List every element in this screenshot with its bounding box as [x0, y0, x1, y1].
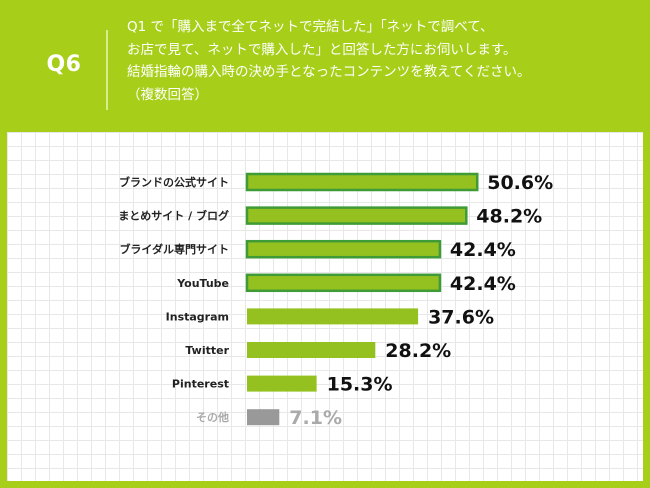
- bar: [247, 342, 376, 358]
- category-label: Pinterest: [172, 378, 229, 391]
- question-text: Q1 で「購入まで全てネットで完結した」「ネットで調べて、 お店で見て、ネットで…: [127, 19, 531, 103]
- bar: [247, 409, 280, 426]
- bar: [245, 172, 479, 192]
- value-label: 50.6%: [487, 172, 553, 194]
- bar: [245, 273, 442, 293]
- value-label: 7.1%: [289, 407, 342, 429]
- header-divider: [106, 30, 108, 110]
- bar: [245, 206, 468, 225]
- value-label: 15.3%: [327, 374, 393, 396]
- category-label: その他: [196, 410, 229, 424]
- category-label: YouTube: [176, 277, 229, 290]
- bar-chart: ブランドの公式サイト 50.6% まとめサイト / ブログ 48.2% ブライダル専門サ…: [118, 172, 553, 429]
- bar: [247, 308, 419, 325]
- category-label: ブライダル専門サイト: [119, 242, 229, 256]
- category-label: ブランドの公式サイト: [119, 175, 229, 189]
- value-label: 48.2%: [476, 206, 542, 228]
- category-label: Twitter: [185, 344, 229, 357]
- question-number: Q6: [46, 52, 82, 77]
- value-label: 42.4%: [450, 239, 516, 261]
- value-label: 42.4%: [450, 273, 516, 295]
- category-label: Instagram: [166, 310, 229, 323]
- value-label: 37.6%: [428, 306, 494, 328]
- chart-panel: ブランドの公式サイト 50.6% まとめサイト / ブログ 48.2% ブライダル専門サ…: [7, 132, 643, 481]
- category-label: まとめサイト / ブログ: [118, 209, 229, 223]
- bar: [245, 239, 442, 259]
- bar: [247, 375, 317, 392]
- value-label: 28.2%: [385, 340, 451, 362]
